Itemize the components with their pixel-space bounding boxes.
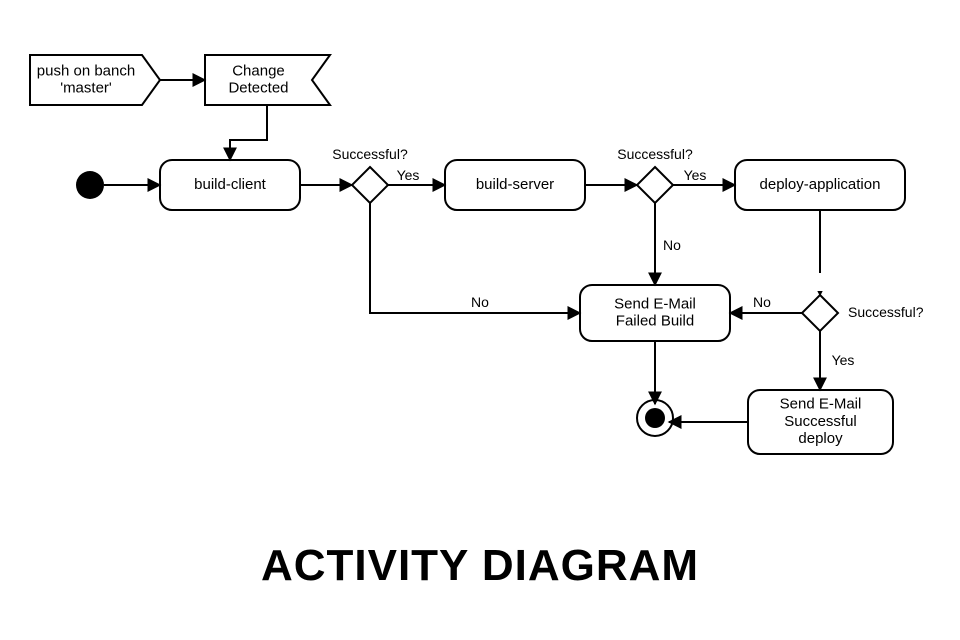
- edge-label-e_d1_server: Yes: [397, 167, 420, 183]
- svg-text:build-server: build-server: [476, 176, 554, 193]
- node-d2: Successful?: [617, 146, 693, 203]
- edge-label-e_d3_yes_ok: Yes: [832, 352, 855, 368]
- svg-text:Successful?: Successful?: [617, 146, 693, 162]
- svg-text:deploy-application: deploy-application: [760, 176, 881, 193]
- svg-text:Send E-Mail: Send E-Mail: [780, 396, 862, 413]
- svg-text:'master': 'master': [60, 80, 112, 97]
- svg-text:push on banch: push on banch: [37, 62, 135, 79]
- edge-label-e_d2_no_fail: No: [663, 237, 681, 253]
- svg-text:Successful?: Successful?: [332, 146, 408, 162]
- svg-text:build-client: build-client: [194, 176, 267, 193]
- edge-e_change_client: [230, 105, 267, 160]
- edge-label-e_d2_deploy: Yes: [684, 167, 707, 183]
- svg-text:Send E-Mail: Send E-Mail: [614, 295, 696, 312]
- svg-text:Successful?: Successful?: [848, 304, 924, 320]
- edge-label-e_d1_no_fail: No: [471, 294, 489, 310]
- diagram-title: ACTIVITY DIAGRAM: [261, 541, 699, 590]
- svg-text:deploy: deploy: [798, 430, 843, 447]
- node-start: [76, 171, 104, 199]
- svg-text:Detected: Detected: [228, 80, 288, 97]
- node-final: [637, 400, 673, 436]
- edge-label-e_d3_no_fail: No: [753, 294, 771, 310]
- svg-text:Successful: Successful: [784, 413, 857, 430]
- svg-text:Failed Build: Failed Build: [616, 313, 694, 330]
- svg-text:Change: Change: [232, 62, 285, 79]
